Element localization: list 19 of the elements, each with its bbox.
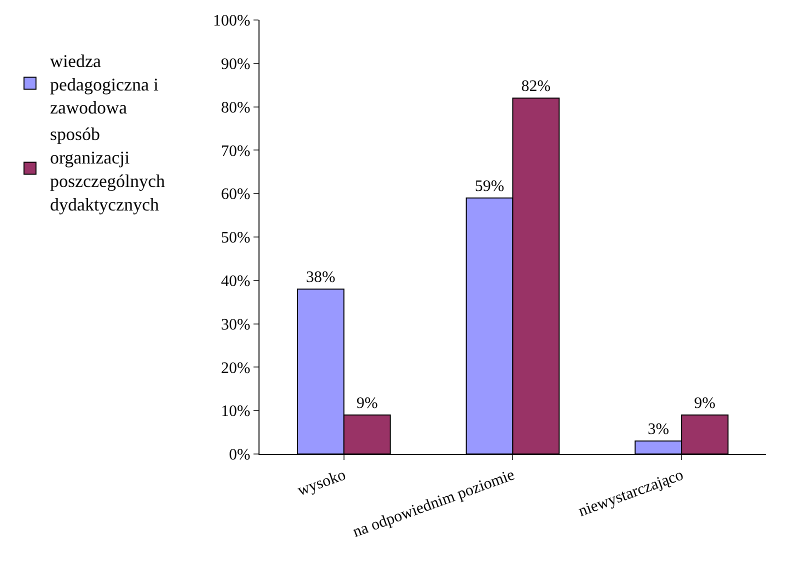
- y-tick-label: 10%: [220, 403, 250, 420]
- y-tick-label: 40%: [220, 273, 250, 290]
- x-tick-label: wysoko: [295, 466, 348, 500]
- legend-label: sposób organizacji poszczególnych dydaktycznych: [50, 124, 165, 214]
- data-label: 38%: [306, 269, 336, 286]
- data-label: 82%: [521, 78, 551, 96]
- y-tick-label: 70%: [220, 142, 250, 160]
- y-tick-label: 50%: [220, 230, 250, 247]
- y-tick-label: 90%: [220, 56, 250, 73]
- y-tick-label: 0%: [228, 446, 250, 464]
- y-tick-label: 100%: [212, 12, 250, 30]
- data-label: 9%: [694, 394, 716, 412]
- y-tick-label: 60%: [220, 186, 250, 204]
- data-label: 59%: [474, 178, 504, 195]
- y-tick-label: 80%: [220, 99, 250, 116]
- y-tick-label: 20%: [220, 360, 250, 377]
- y-tick-label: 30%: [220, 316, 250, 334]
- data-label: 3%: [648, 420, 670, 438]
- data-label: 9%: [356, 394, 378, 412]
